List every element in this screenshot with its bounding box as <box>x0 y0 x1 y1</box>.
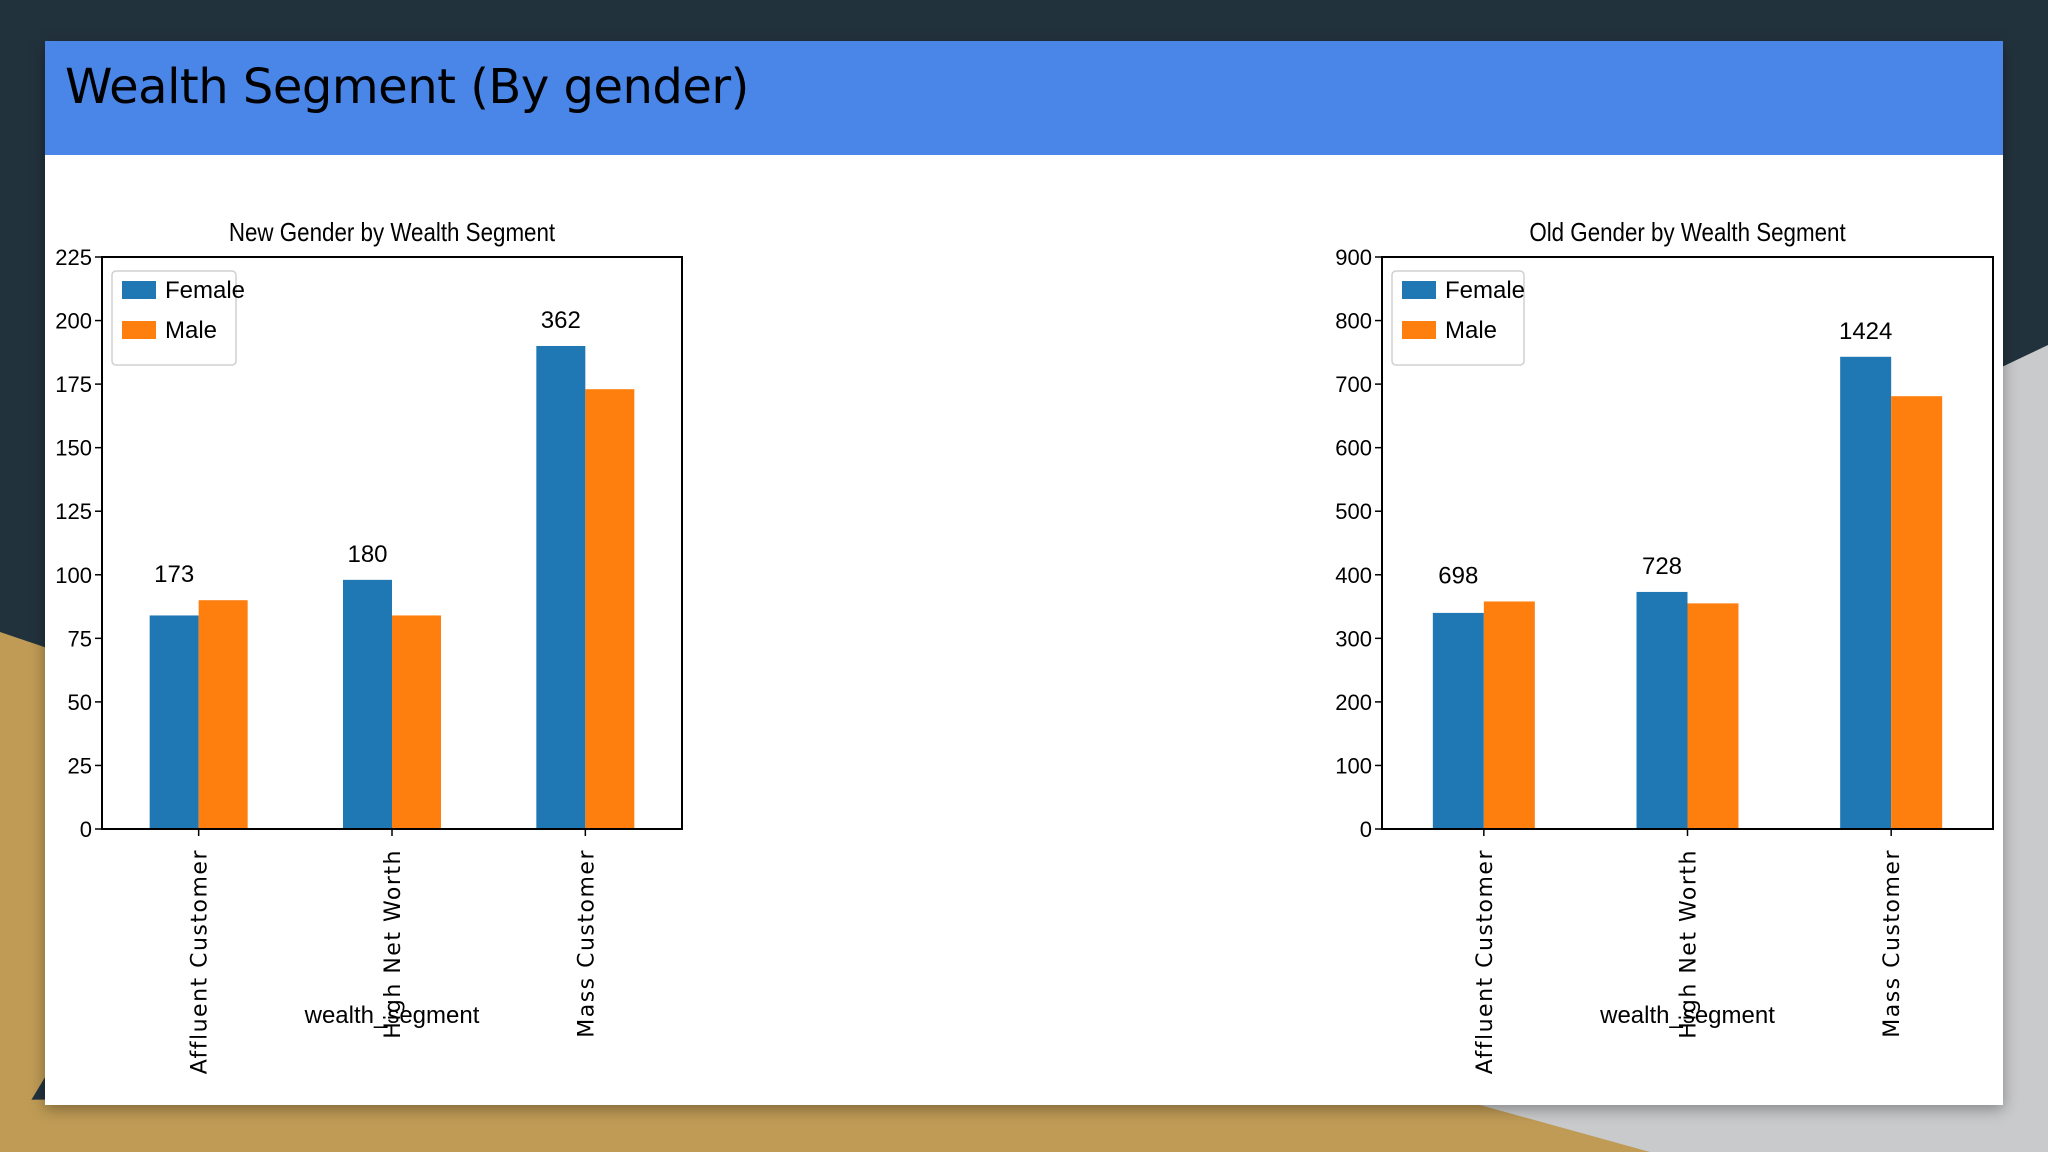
y-tick-label: 100 <box>1335 753 1372 778</box>
y-tick-label: 50 <box>68 690 92 715</box>
legend-swatch-female <box>122 281 156 299</box>
chart-title: New Gender by Wealth Segment <box>229 218 556 247</box>
y-tick-label: 75 <box>68 626 92 651</box>
bar-female <box>343 579 392 829</box>
bar-female <box>1432 612 1484 829</box>
slide: Wealth Segment (By gender) New Gender by… <box>45 41 2003 1105</box>
bar-female <box>1636 591 1688 829</box>
x-tick-label: Mass Customer <box>1880 849 1905 1038</box>
x-tick-label: Affluent Customer <box>1473 849 1498 1074</box>
x-axis-label: wealth_segment <box>304 1002 480 1029</box>
bar-female <box>1840 356 1892 829</box>
y-tick-label: 500 <box>1335 499 1372 524</box>
bar-total-label: 362 <box>541 307 581 334</box>
bar-male <box>585 389 635 829</box>
y-tick-label: 100 <box>55 563 92 588</box>
y-tick-label: 125 <box>55 499 92 524</box>
bar-total-label: 728 <box>1642 553 1682 580</box>
title-banner: Wealth Segment (By gender) <box>45 41 2003 155</box>
legend-label-female: Female <box>1445 277 1525 304</box>
bar-total-label: 180 <box>347 541 387 568</box>
y-tick-label: 0 <box>80 817 92 842</box>
bar-male <box>1891 396 1943 829</box>
y-tick-label: 0 <box>1360 817 1372 842</box>
y-tick-label: 200 <box>55 309 92 334</box>
legend-label-male: Male <box>1445 317 1497 344</box>
y-tick-label: 25 <box>68 753 92 778</box>
y-tick-label: 175 <box>55 372 92 397</box>
bar-male <box>392 615 441 829</box>
legend-label-female: Female <box>165 277 245 304</box>
plot-frame <box>1381 256 1994 830</box>
legend-label-male: Male <box>165 317 217 344</box>
grey-band-bottom-right <box>1480 1105 2048 1152</box>
old-gender-chart: Old Gender by Wealth Segment 0 100 200 300 40… <box>1335 218 1994 1074</box>
y-tick-label: 300 <box>1335 626 1372 651</box>
x-axis-label: wealth_segment <box>1599 1002 1775 1029</box>
bar-male <box>1687 603 1739 829</box>
legend-swatch-female <box>1402 281 1436 299</box>
x-tick-label: Mass Customer <box>574 849 599 1038</box>
slide-title: Wealth Segment (By gender) <box>65 59 749 115</box>
x-tick-label: High Net Worth <box>1677 849 1702 1039</box>
legend-swatch-male <box>122 321 156 339</box>
x-tick-label: High Net Worth <box>381 849 406 1039</box>
y-tick-label: 225 <box>55 245 92 270</box>
bar-male <box>1483 601 1535 829</box>
y-tick-label: 600 <box>1335 436 1372 461</box>
chart-title: Old Gender by Wealth Segment <box>1529 218 1846 247</box>
plot-frame <box>101 256 683 830</box>
y-tick-label: 700 <box>1335 372 1372 397</box>
bar-female <box>536 345 586 829</box>
y-tick-label: 800 <box>1335 309 1372 334</box>
y-tick-label: 200 <box>1335 690 1372 715</box>
y-tick-label: 150 <box>55 436 92 461</box>
y-tick-label: 400 <box>1335 563 1372 588</box>
y-tick-label: 900 <box>1335 245 1372 270</box>
bar-total-label: 173 <box>154 561 194 588</box>
legend-swatch-male <box>1402 321 1436 339</box>
x-tick-label: Affluent Customer <box>188 849 213 1074</box>
new-gender-chart: New Gender by Wealth Segment 0 25 50 75 100 12… <box>55 218 683 1074</box>
bar-total-label: 1424 <box>1839 318 1892 345</box>
bar-total-label: 698 <box>1438 562 1478 589</box>
bar-female <box>149 615 199 829</box>
bar-male <box>198 600 248 829</box>
